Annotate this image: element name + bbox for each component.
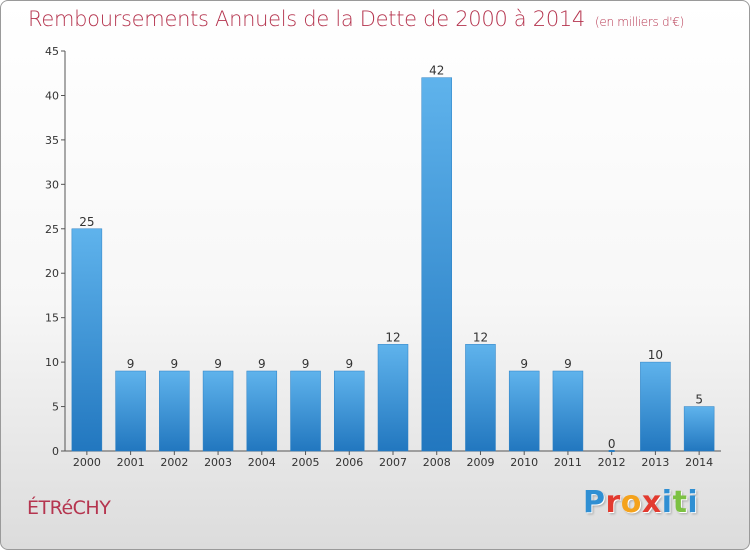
bar [334,370,365,452]
bar [115,370,146,452]
y-tick-label: 15 [45,312,59,325]
bar [202,370,234,452]
logo-letter: i [661,485,673,520]
y-tick-label: 35 [45,134,59,147]
bar [159,370,190,452]
bars [71,77,715,452]
axes: 0 5 10 15 20 25 30 35 40 45 2000 2001 2002 2003 2004 20… [45,45,721,469]
y-tick-label: 10 [45,356,59,369]
y-tick-label: 25 [45,223,59,236]
x-tick-label: 2013 [641,456,669,469]
bar [421,77,452,452]
data-label: 9 [214,357,222,371]
data-labels: 25 9 9 9 9 9 9 12 42 12 9 9 0 10 5 [79,64,703,451]
bar [246,370,278,452]
x-tick-label: 2008 [423,456,451,469]
x-tick-label: 2011 [554,456,582,469]
data-label: 9 [127,357,135,371]
y-tick-label: 20 [45,267,59,280]
x-tick-label: 2010 [510,456,538,469]
y-tick-label: 5 [52,401,59,414]
x-tick-label: 2002 [160,456,188,469]
town-name: ÉTRéCHY [27,497,111,519]
x-tick-label: 2003 [204,456,232,469]
x-tick-label: 2009 [466,456,494,469]
logo-letter: i [687,485,699,520]
bar [71,228,103,452]
bar [640,361,671,452]
data-label: 12 [385,330,400,344]
data-label: 9 [564,357,572,371]
x-tick-label: 2012 [598,456,626,469]
data-label: 9 [258,357,266,371]
bar [377,344,409,452]
bar [290,370,321,452]
data-label: 42 [429,64,444,78]
data-label: 9 [345,357,353,371]
data-label: 9 [302,357,310,371]
x-tick-label: 2006 [335,456,363,469]
x-tick-label: 2000 [73,456,101,469]
logo-letter: r [605,485,621,520]
data-label: 9 [520,357,528,371]
data-label: 5 [695,393,703,407]
bar [552,370,584,452]
y-tick-label: 40 [45,89,59,102]
x-tick-label: 2001 [117,456,145,469]
bar [683,406,715,452]
data-label: 10 [648,348,663,362]
x-tick-label: 2014 [685,456,713,469]
logo-letter: x [641,485,662,520]
bar [508,370,540,452]
chart-title: Remboursements Annuels de la Dette de 20… [28,7,684,31]
bar [465,344,496,452]
chart-unit: (en milliers d'€) [595,15,685,29]
data-label: 9 [171,357,179,371]
logo-letter: o [620,485,642,520]
data-label: 25 [79,215,94,229]
logo-letter: t [672,485,688,520]
y-tick-label: 0 [52,445,59,458]
x-tick-label: 2007 [379,456,407,469]
data-label: 0 [608,437,616,451]
proxiti-logo: Proxiti [583,485,698,520]
chart-title-text: Remboursements Annuels de la Dette de 20… [28,7,585,31]
y-tick-label: 45 [45,45,59,58]
x-tick-label: 2004 [248,456,276,469]
x-tick-label: 2005 [292,456,320,469]
data-label: 12 [473,330,488,344]
y-tick-label: 30 [45,178,59,191]
logo-letter: P [583,485,606,520]
